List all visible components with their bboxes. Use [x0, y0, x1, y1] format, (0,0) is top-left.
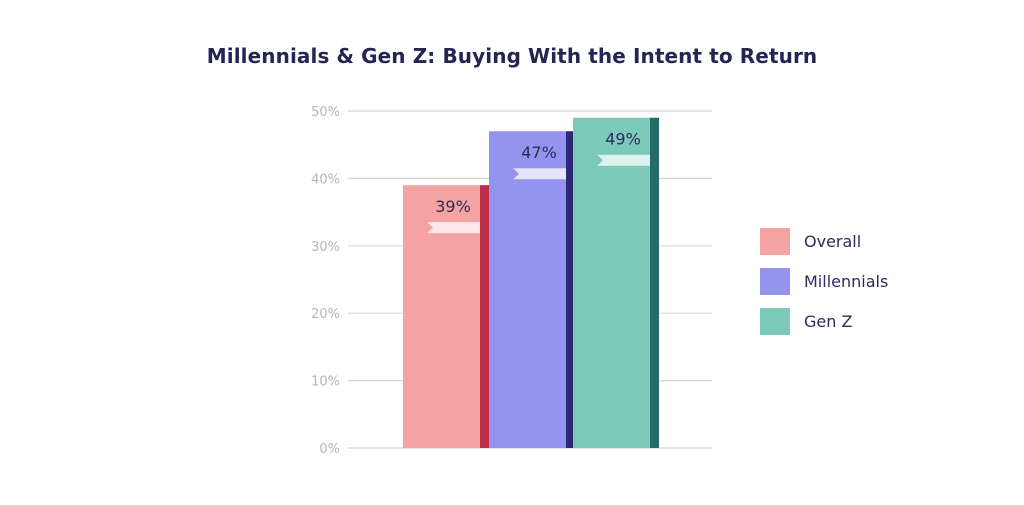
data-label-ribbon-overall [427, 222, 480, 234]
data-label-ribbon-gen-z [597, 154, 650, 166]
data-label-gen-z: 49% [605, 130, 641, 149]
legend: Overall Millennials Gen Z [760, 228, 888, 348]
y-tick-label-50: 50% [311, 105, 340, 120]
y-tick-label-20: 20% [311, 307, 340, 322]
legend-label-overall: Overall [804, 232, 862, 251]
data-label-millennials: 47% [521, 143, 557, 162]
y-tick-label-30: 30% [311, 240, 340, 255]
legend-item-overall: Overall [760, 228, 888, 255]
data-label-ribbon-millennials [513, 168, 566, 180]
legend-label-gen-z: Gen Z [804, 312, 853, 331]
legend-item-gen-z: Gen Z [760, 308, 888, 335]
bar-edge-gen-z [650, 117, 659, 449]
y-tick-label-0: 0% [319, 442, 340, 457]
bar-edge-overall [480, 185, 489, 448]
bar-gen-z [573, 117, 650, 449]
y-tick-label-10: 10% [311, 375, 340, 390]
data-label-overall: 39% [435, 197, 471, 216]
legend-label-millennials: Millennials [804, 272, 889, 291]
bar-millennials [489, 131, 566, 448]
legend-swatch-millennials [760, 268, 790, 295]
legend-swatch-gen-z [760, 308, 790, 335]
legend-item-millennials: Millennials [760, 268, 888, 295]
bar-edge-millennials [566, 131, 575, 448]
chart-title: Millennials & Gen Z: Buying With the Int… [206, 44, 818, 68]
legend-swatch-overall [760, 228, 790, 255]
y-tick-label-40: 40% [311, 172, 340, 187]
